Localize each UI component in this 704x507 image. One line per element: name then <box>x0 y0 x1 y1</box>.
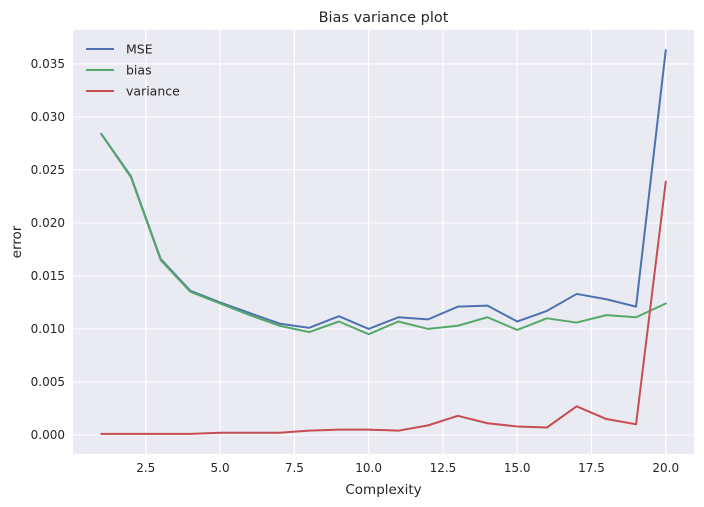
legend-label-bias: bias <box>126 63 152 78</box>
y-tick-label: 0.025 <box>31 163 65 177</box>
x-tick-label: 20.0 <box>652 461 679 475</box>
x-tick-labels: 2.5 5.0 7.5 10.0 12.5 15.0 17.5 20.0 <box>136 461 679 475</box>
legend: MSE bias variance <box>86 42 180 99</box>
x-tick-label: 2.5 <box>136 461 155 475</box>
legend-label-mse: MSE <box>126 42 153 57</box>
series-lines <box>100 49 667 435</box>
y-tick-label: 0.000 <box>31 428 65 442</box>
y-tick-label: 0.010 <box>31 322 65 336</box>
y-tick-label: 0.005 <box>31 375 65 389</box>
x-tick-label: 12.5 <box>430 461 457 475</box>
x-tick-label: 15.0 <box>504 461 531 475</box>
series-line-variance <box>100 180 667 435</box>
x-tick-label: 5.0 <box>211 461 230 475</box>
y-tick-label: 0.015 <box>31 269 65 283</box>
y-tick-label: 0.030 <box>31 110 65 124</box>
x-tick-label: 10.0 <box>355 461 382 475</box>
y-tick-label: 0.035 <box>31 57 65 71</box>
y-axis-label: error <box>9 225 25 258</box>
x-axis-label: Complexity <box>345 482 421 498</box>
series-line-bias <box>100 132 667 336</box>
y-tick-labels: 0.000 0.005 0.010 0.015 0.020 0.025 0.030 0.035 <box>31 57 65 442</box>
x-tick-label: 7.5 <box>285 461 304 475</box>
legend-label-variance: variance <box>126 84 180 99</box>
y-tick-label: 0.020 <box>31 216 65 230</box>
x-tick-label: 17.5 <box>578 461 605 475</box>
plot-area <box>73 30 694 454</box>
chart-title: Bias variance plot <box>319 10 449 26</box>
